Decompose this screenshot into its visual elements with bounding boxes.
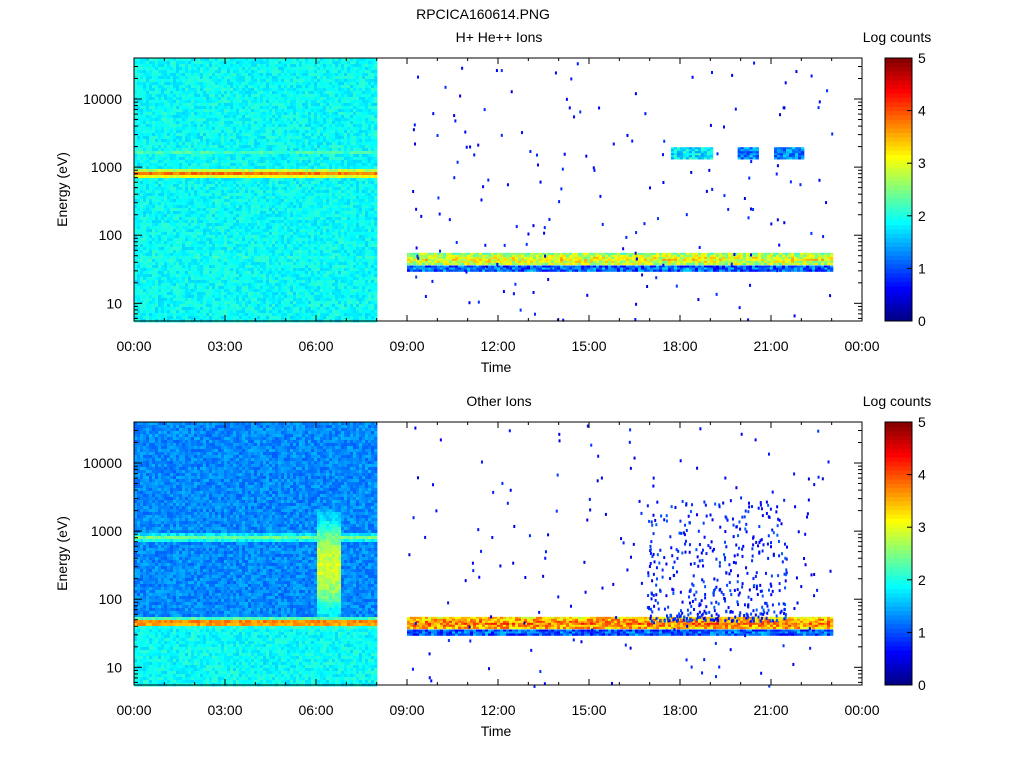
colorbar: 0 1 2 3 4 5 Log counts bbox=[863, 393, 932, 693]
colorbar-tick-label: 2 bbox=[918, 572, 926, 588]
x-tick-label: 15:00 bbox=[571, 338, 606, 354]
colorbar-tick-label: 3 bbox=[918, 519, 926, 535]
colorbar-label: Log counts bbox=[863, 393, 932, 409]
x-tick-label: 00:00 bbox=[116, 338, 151, 354]
x-axis: 00:00 03:00 06:00 09:00 12:00 15:00 18:00 21:00… bbox=[116, 422, 880, 718]
x-tick-label: 12:00 bbox=[480, 702, 515, 718]
x-tick-label: 00:00 bbox=[116, 702, 151, 718]
figure-title: RPCICA160614.PNG bbox=[416, 6, 550, 22]
colorbar-tick-label: 0 bbox=[918, 677, 926, 693]
x-tick-label: 06:00 bbox=[298, 338, 333, 354]
colorbar-tick-label: 1 bbox=[918, 260, 926, 276]
y-axis: 10 100 1000 10000 bbox=[83, 57, 862, 319]
panel-2: Other Ions 00:00 03:00 06:00 09:00 12:00 15:00… bbox=[54, 393, 931, 739]
x-axis: 00:00 03:00 06:00 09:00 12:00 15:00 18:00 21:00… bbox=[116, 58, 880, 354]
heatmap-cells bbox=[134, 422, 834, 688]
panel-title: H+ He++ Ions bbox=[456, 29, 543, 45]
panel-title: Other Ions bbox=[466, 393, 531, 409]
colorbar-label: Log counts bbox=[863, 29, 932, 45]
colorbar-tick-label: 5 bbox=[918, 50, 926, 66]
x-tick-label: 18:00 bbox=[662, 338, 697, 354]
colorbar-tick-label: 4 bbox=[918, 467, 926, 483]
colorbar-tick-label: 4 bbox=[918, 103, 926, 119]
heatmap-cells bbox=[134, 58, 834, 323]
x-axis-label: Time bbox=[481, 723, 512, 739]
y-tick-label: 1000 bbox=[91, 523, 122, 539]
x-tick-label: 12:00 bbox=[480, 338, 515, 354]
x-tick-label: 03:00 bbox=[207, 702, 242, 718]
x-tick-label: 00:00 bbox=[844, 338, 879, 354]
y-axis-label: Energy (eV) bbox=[54, 516, 70, 591]
x-tick-label: 21:00 bbox=[753, 702, 788, 718]
y-tick-label: 1000 bbox=[91, 159, 122, 175]
colorbar-tick-label: 3 bbox=[918, 155, 926, 171]
x-tick-label: 15:00 bbox=[571, 702, 606, 718]
y-tick-label: 10 bbox=[106, 295, 122, 311]
y-tick-label: 100 bbox=[99, 591, 123, 607]
x-tick-label: 09:00 bbox=[389, 338, 424, 354]
x-tick-label: 00:00 bbox=[844, 702, 879, 718]
x-tick-label: 18:00 bbox=[662, 702, 697, 718]
y-tick-label: 10000 bbox=[83, 455, 122, 471]
colorbar-tick-label: 2 bbox=[918, 208, 926, 224]
y-tick-label: 10000 bbox=[83, 91, 122, 107]
colorbar-tick-label: 0 bbox=[918, 313, 926, 329]
colorbar: 0 1 2 3 4 5 Log counts bbox=[863, 29, 932, 329]
panel-1: H+ He++ Ions 00:00 03:00 06:00 09:00 12:00 15:… bbox=[54, 29, 931, 375]
y-tick-label: 10 bbox=[106, 659, 122, 675]
x-tick-label: 21:00 bbox=[753, 338, 788, 354]
x-tick-label: 03:00 bbox=[207, 338, 242, 354]
x-tick-label: 09:00 bbox=[389, 702, 424, 718]
x-axis-label: Time bbox=[481, 359, 512, 375]
colorbar-tick-label: 1 bbox=[918, 624, 926, 640]
x-tick-label: 06:00 bbox=[298, 702, 333, 718]
y-axis: 10 100 1000 10000 bbox=[83, 421, 862, 683]
colorbar-tick-label: 5 bbox=[918, 414, 926, 430]
y-axis-label: Energy (eV) bbox=[54, 152, 70, 227]
y-tick-label: 100 bbox=[99, 227, 123, 243]
